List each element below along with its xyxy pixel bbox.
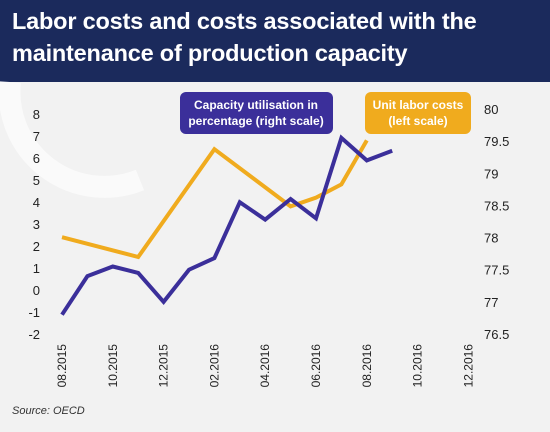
chart-area [0,82,550,432]
left-axis-tick-label: 7 [33,129,40,144]
x-axis-tick-label: 08.2016 [360,344,374,388]
chart-header: Labor costs and costs associated with th… [0,0,550,82]
left-axis-tick-label: 1 [33,261,40,276]
right-axis-tick-label: 78 [484,231,498,246]
x-axis-tick-label: 08.2015 [55,344,69,388]
left-axis-tick-label: 6 [33,151,40,166]
capacity-utilisation-line [60,134,393,316]
axes-group: -2-101234567876.57777.57878.57979.58008.… [28,102,509,387]
right-axis-tick-label: 79 [484,166,498,181]
right-axis-tick-label: 77.5 [484,263,509,278]
left-axis-tick-label: -2 [28,327,40,342]
legend-group: Capacity utilisation in percentage (right… [180,92,471,134]
unit-labor-costs-line [61,139,369,260]
left-axis-tick-label: 3 [33,217,40,232]
legend-unit-labor-costs-label-line-2: (left scale) [388,114,447,128]
source-note: Source: OECD [12,405,85,417]
left-axis-tick-label: -1 [28,305,40,320]
right-axis-tick-label: 76.5 [484,327,509,342]
x-axis-tick-label: 12.2015 [157,344,171,388]
series-group [60,134,393,316]
watermark-ring [0,80,145,198]
right-axis-tick-label: 79.5 [484,134,509,149]
right-axis-tick-label: 80 [484,102,498,117]
legend-capacity-utilisation-box [180,92,333,134]
chart-title-line-2: maintenance of production capacity [12,40,408,66]
legend-unit-labor-costs-box [365,92,471,134]
left-axis-tick-label: 2 [33,239,40,254]
right-axis-tick-label: 77 [484,295,498,310]
left-axis-tick-label: 5 [33,173,40,188]
left-axis-tick-label: 0 [33,283,40,298]
x-axis-tick-label: 10.2015 [106,344,120,388]
x-axis-tick-label: 02.2016 [207,344,221,388]
x-axis-tick-label: 06.2016 [309,344,323,388]
left-axis-tick-label: 8 [33,107,40,122]
x-axis-tick-label: 12.2016 [461,344,475,388]
legend-unit-labor-costs-label-line-1: Unit labor costs [373,98,464,112]
legend-capacity-utilisation-label-line-1: Capacity utilisation in [194,98,318,112]
legend-capacity-utilisation-label-line-2: percentage (right scale) [188,114,323,128]
x-axis-tick-label: 04.2016 [258,344,272,388]
chart-title-line-1: Labor costs and costs associated with th… [12,8,477,34]
x-axis-tick-label: 10.2016 [411,344,425,388]
left-axis-tick-label: 4 [33,195,40,210]
right-axis-tick-label: 78.5 [484,198,509,213]
